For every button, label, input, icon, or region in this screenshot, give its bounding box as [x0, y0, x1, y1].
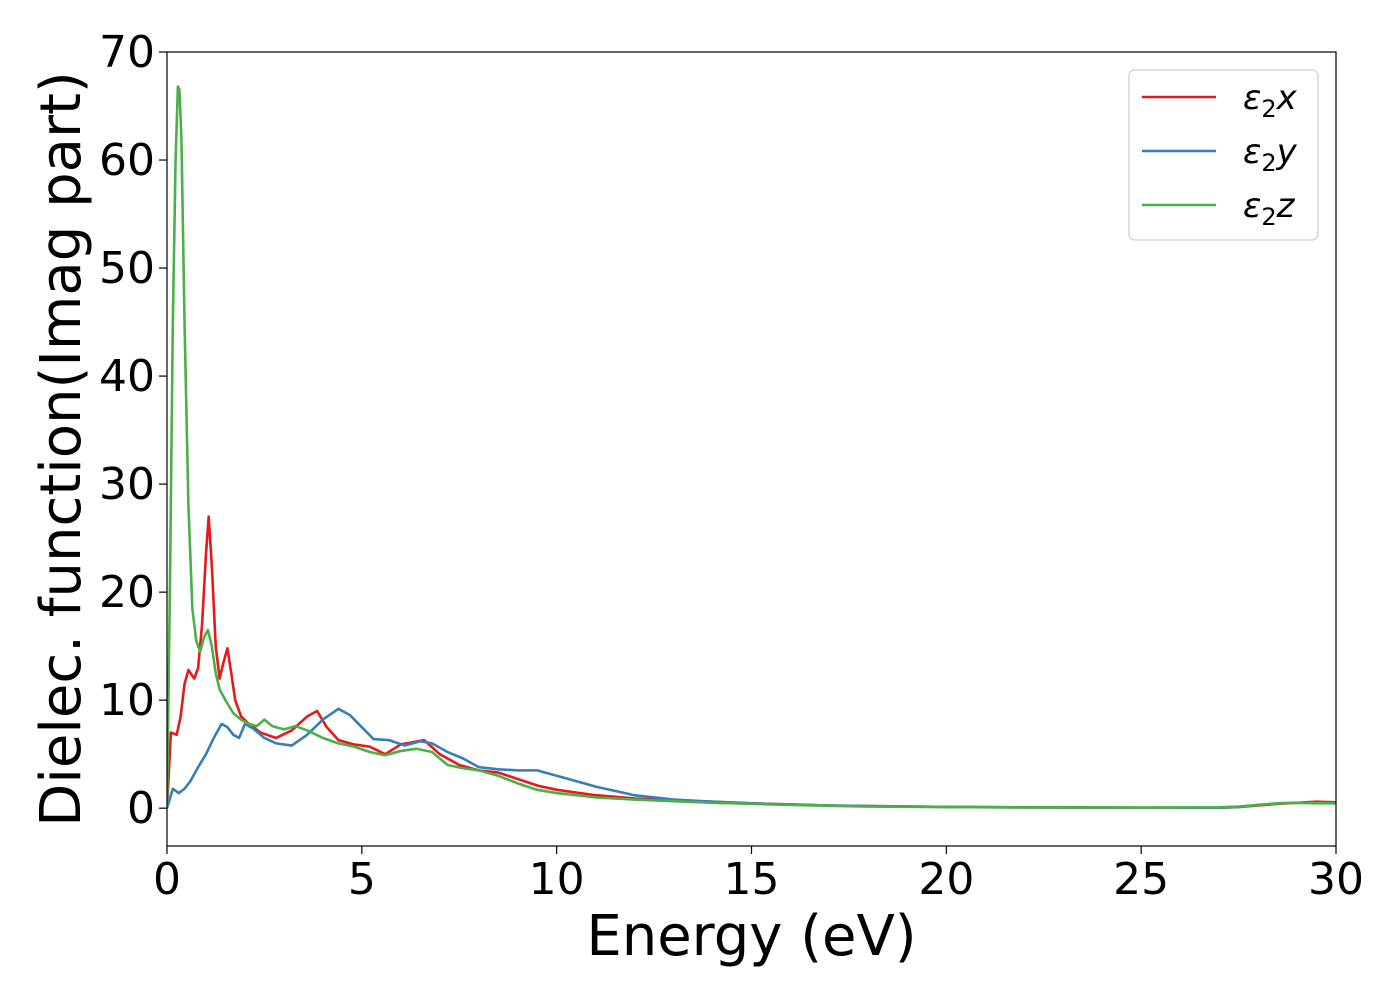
y-tick-label: 0 [127, 783, 155, 834]
series-line-z [167, 85, 1336, 809]
x-tick-label: 0 [153, 854, 181, 905]
legend-box [1128, 69, 1319, 241]
y-tick-label: 50 [99, 243, 155, 294]
legend-label-x: ε2x [1243, 78, 1298, 123]
x-tick-label: 10 [529, 854, 585, 905]
x-tick-label: 20 [918, 854, 974, 905]
y-tick-label: 40 [99, 351, 155, 402]
y-tick-label: 70 [99, 27, 155, 78]
series-line-y [167, 707, 1336, 809]
y-tick-label: 20 [99, 567, 155, 618]
legend-label-z: ε2z [1243, 186, 1296, 231]
legend: ε2x ε2y ε2z [1128, 69, 1319, 241]
plot-area [167, 85, 1336, 809]
x-axis: 0 5 10 15 20 25 30 [153, 846, 1364, 905]
x-tick-label: 25 [1113, 854, 1169, 905]
series-line-x [167, 515, 1336, 809]
y-tick-label: 10 [99, 675, 155, 726]
y-axis-label: Dielec. function(Imag part) [29, 71, 94, 827]
x-tick-label: 30 [1308, 854, 1364, 905]
legend-label-y: ε2y [1243, 132, 1298, 177]
y-tick-label: 60 [99, 135, 155, 186]
y-axis: 0 10 20 30 40 50 60 70 [99, 27, 167, 834]
x-tick-label: 5 [348, 854, 376, 905]
x-axis-label: Energy (eV) [586, 904, 916, 969]
x-tick-label: 15 [724, 854, 780, 905]
y-tick-label: 30 [99, 459, 155, 510]
